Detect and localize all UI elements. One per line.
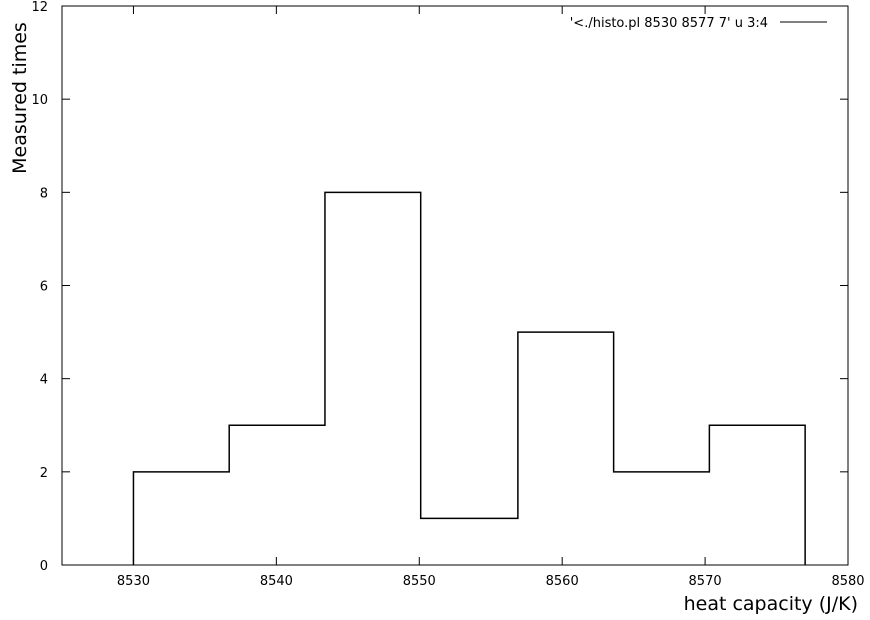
x-tick-label: 8550	[403, 574, 436, 589]
y-axis-label: Measured times	[9, 22, 31, 174]
x-tick-label: 8560	[546, 574, 579, 589]
legend: '<./histo.pl 8530 8577 7' u 3:4	[570, 16, 827, 31]
x-tick-label: 8570	[689, 574, 722, 589]
x-tick-label: 8530	[117, 574, 150, 589]
y-axis-ticks: 0 2 4 6 8 10 12	[31, 0, 848, 574]
y-tick-label: 2	[40, 466, 48, 481]
y-tick-label: 10	[31, 93, 48, 108]
y-tick-label: 12	[31, 0, 48, 15]
y-tick-label: 4	[40, 373, 48, 388]
x-axis-label: heat capacity (J/K)	[684, 593, 858, 615]
x-tick-label: 8580	[831, 574, 864, 589]
histogram-series-line	[132, 191, 806, 565]
y-tick-label: 8	[40, 186, 48, 201]
y-tick-label: 6	[40, 280, 48, 295]
legend-label: '<./histo.pl 8530 8577 7' u 3:4	[570, 16, 768, 31]
x-axis-ticks: 8530 8540 8550 8560 8570 8580	[117, 6, 865, 589]
y-tick-label: 0	[40, 559, 48, 574]
x-tick-label: 8540	[260, 574, 293, 589]
plot-frame	[61, 5, 849, 566]
